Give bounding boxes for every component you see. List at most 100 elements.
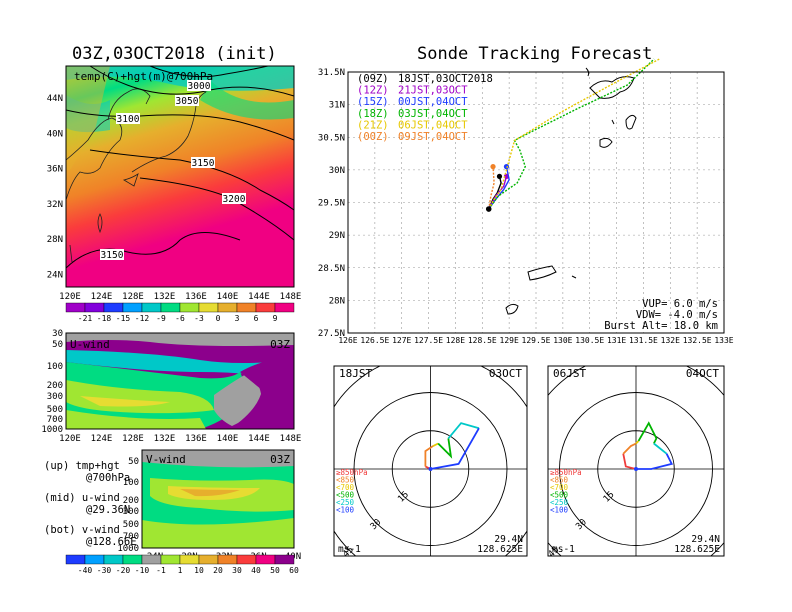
map-lon-tick: 144E <box>248 292 270 302</box>
hodo-level-label: <700 <box>550 483 569 492</box>
hodo-trace <box>437 438 453 459</box>
colorbar-label: -30 <box>97 566 112 575</box>
colorbar-swatch <box>65 554 86 565</box>
map-lon-tick: 132E <box>154 292 176 302</box>
hodo-origin <box>428 467 433 471</box>
colorbar-swatch <box>198 554 219 565</box>
u-wind-lon-tick: 124E <box>91 434 113 444</box>
u-wind-lon-tick: 136E <box>185 434 207 444</box>
colorbar-label: 10 <box>194 566 204 575</box>
hodo-level-label: <500 <box>550 491 569 500</box>
forecast-lon-tick: 131E <box>607 336 626 345</box>
note-middle: (mid) u-wind @29.36N <box>44 492 131 516</box>
colorbar-swatch <box>217 554 238 565</box>
colorbar-label: 1 <box>178 566 183 575</box>
legend-time: 03JST,04OCT <box>398 108 468 120</box>
colorbar-swatch <box>103 302 124 313</box>
map-lat-tick: 36N <box>47 165 63 175</box>
map-lat-tick: 32N <box>47 200 63 210</box>
hodo-origin <box>634 467 638 471</box>
legend-tag: (15Z) <box>357 96 389 108</box>
legend-time: 00JST,04OCT <box>398 96 468 108</box>
hodo-trace <box>424 445 434 467</box>
v-wind-p-tick: 300 <box>123 507 139 517</box>
forecast-lon-tick: 129.5E <box>522 336 551 345</box>
colorbar-swatch <box>84 554 105 565</box>
hodo-lat: 29.4N <box>691 534 720 545</box>
hodo-trace <box>635 440 640 445</box>
hodo-unit: ms-1 <box>338 544 361 555</box>
colorbar-label: -3 <box>194 314 204 323</box>
hodo-trace <box>432 442 439 447</box>
u-wind-p-tick: 700 <box>47 415 63 425</box>
map-lat-tick: 28N <box>47 235 63 245</box>
legend-time: 18JST,03OCT2018 <box>398 73 493 85</box>
forecast-lat-tick: 31.5N <box>318 68 345 78</box>
colorbar-swatch <box>217 302 238 313</box>
map-lat-tick: 40N <box>47 129 63 139</box>
hodo-date: 03OCT <box>489 367 522 380</box>
hodo-trace <box>430 427 480 470</box>
contour-label: 3150 <box>192 158 215 169</box>
colorbar-label: 60 <box>289 566 299 575</box>
colorbar-swatch <box>255 302 276 313</box>
forecast-lon-tick: 129E <box>500 336 519 345</box>
forecast-lon-tick: 131.5E <box>629 336 658 345</box>
forecast-lat-tick: 28N <box>329 296 345 306</box>
hodo-level-label: <100 <box>336 506 355 515</box>
colorbar-label: 0 <box>216 314 221 323</box>
colorbar-swatch <box>141 302 162 313</box>
colorbar-label: -9 <box>156 314 166 323</box>
colorbar-swatch <box>103 554 124 565</box>
colorbar-swatch <box>236 554 257 565</box>
forecast-lon-tick: 132.5E <box>683 336 712 345</box>
legend-tag: (21Z) <box>357 119 389 131</box>
colorbar-label: 20 <box>213 566 223 575</box>
colorbar-label: 40 <box>251 566 261 575</box>
colorbar-label: -10 <box>135 566 150 575</box>
map-field-label: temp(C)+hgt(m)@700hPa <box>74 70 213 83</box>
colorbar-label: 30 <box>232 566 242 575</box>
burst-point <box>503 164 510 170</box>
colorbar-swatch <box>141 554 162 565</box>
u-wind-time: 03Z <box>270 338 290 351</box>
forecast-title: Sonde Tracking Forecast <box>417 44 653 64</box>
colorbar-label: 6 <box>254 314 259 323</box>
legend-time: 21JST,03OCT <box>398 85 468 97</box>
colorbar-swatch <box>122 302 143 313</box>
colorbar-swatch <box>179 554 200 565</box>
v-wind-p-tick: 500 <box>123 520 139 530</box>
legend-tag: (12Z) <box>357 85 389 97</box>
hodo-level-label: ≥850hPa <box>550 468 582 477</box>
hodo-ring-label: 45 <box>547 545 562 560</box>
u-wind-p-tick: 100 <box>47 362 63 372</box>
note-upper: (up) tmp+hgt @700hPa <box>44 460 131 484</box>
colorbar-swatch <box>84 302 105 313</box>
forecast-lon-tick: 128E <box>446 336 465 345</box>
forecast-lon-tick: 127E <box>392 336 411 345</box>
u-wind-p-tick: 30 <box>52 329 63 339</box>
colorbar-label: 50 <box>270 566 280 575</box>
hodo-lon: 128.625E <box>674 544 720 555</box>
colorbar-swatch <box>236 302 257 313</box>
forecast-lat-tick: 29.5N <box>318 199 345 209</box>
v-wind-time: 03Z <box>270 453 290 466</box>
colorbar-label: -40 <box>78 566 93 575</box>
temperature-colorbar: -21 -18 -15 -12 -9 -6 -3 0 3 6 9 <box>65 302 295 323</box>
hodo-level-label: <850 <box>550 476 569 485</box>
colorbar-label: -20 <box>116 566 131 575</box>
map-lon-tick: 128E <box>122 292 144 302</box>
hodo-date: 04OCT <box>686 367 719 380</box>
param-vup: VUP= 6.0 m/s <box>642 298 718 310</box>
legend-time: 06JST,04OCT <box>398 119 468 131</box>
forecast-lon-tick: 130.5E <box>575 336 604 345</box>
u-wind-lon-tick: 128E <box>122 434 144 444</box>
v-wind-label: V-wind <box>146 453 186 466</box>
forecast-lat-tick: 31N <box>329 101 345 111</box>
forecast-lon-tick: 132E <box>661 336 680 345</box>
wind-colorbar: -40 -30 -20 -10 -1 1 10 20 30 40 50 60 <box>65 554 299 575</box>
colorbar-swatch <box>274 554 295 565</box>
u-wind-label: U-wind <box>70 338 110 351</box>
colorbar-label: 3 <box>235 314 240 323</box>
colorbar-label: -21 <box>78 314 93 323</box>
